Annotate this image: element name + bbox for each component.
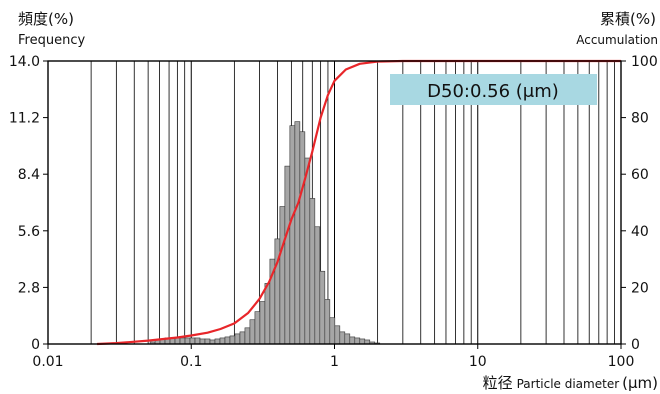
histogram-bar xyxy=(314,226,321,345)
histogram-bar xyxy=(204,338,211,345)
d50-annotation-box xyxy=(390,74,597,105)
x-tick-label: 100 xyxy=(608,354,635,370)
x-axis-title: 粒径 Particle diameter (μm) xyxy=(483,374,658,392)
right-tick-label: 80 xyxy=(631,111,649,127)
histogram-bar xyxy=(224,336,231,345)
histogram-bar xyxy=(294,121,301,345)
histogram-bar xyxy=(319,270,326,345)
right-tick-label: 40 xyxy=(631,224,649,240)
right-axis-title-en: Accumulation xyxy=(576,33,658,47)
left-tick-label: 11.2 xyxy=(9,111,40,127)
histogram-bar xyxy=(219,337,226,345)
right-axis-title-jp: 累積(%) xyxy=(600,10,656,28)
histogram-bar xyxy=(359,338,366,345)
histogram-bar xyxy=(264,283,271,345)
histogram-bar xyxy=(194,337,201,345)
left-tick-label: 5.6 xyxy=(18,224,40,240)
left-tick-label: 0 xyxy=(31,337,40,353)
histogram-bar xyxy=(309,198,316,345)
histogram-bar xyxy=(199,338,206,345)
cumulative-curve xyxy=(97,59,621,346)
x-axis-title-en: Particle diameter xyxy=(517,377,620,391)
histogram-bar xyxy=(344,333,351,345)
x-tick-label: 0.01 xyxy=(32,354,63,370)
histogram-bar xyxy=(334,325,341,345)
histogram-bar xyxy=(354,337,361,345)
x-tick-label: 0.1 xyxy=(180,354,202,370)
histogram-bar xyxy=(239,331,246,345)
histogram-bar xyxy=(254,311,261,345)
cumulative-curve-layer xyxy=(97,59,621,346)
left-axis-ticks: 14.0 11.2 8.4 5.6 2.8 0 xyxy=(9,54,48,353)
histogram-bar xyxy=(184,337,191,345)
histogram-bar xyxy=(324,299,331,345)
right-tick-label: 100 xyxy=(631,54,658,70)
histogram-bar xyxy=(304,157,311,345)
x-axis-unit: (μm) xyxy=(622,374,658,392)
x-axis-title-jp: 粒径 xyxy=(483,374,513,392)
histogram-bar xyxy=(299,131,306,345)
histogram-bar xyxy=(234,333,241,345)
right-axis-ticks: 100 80 60 40 20 0 xyxy=(621,54,658,353)
right-tick-label: 60 xyxy=(631,167,649,183)
histogram-bar xyxy=(329,317,336,345)
right-tick-label: 0 xyxy=(631,337,640,353)
left-tick-label: 2.8 xyxy=(18,280,40,296)
histogram-bar xyxy=(349,336,356,345)
x-tick-label: 10 xyxy=(469,354,487,370)
left-axis-title-en: Frequency xyxy=(18,33,85,48)
left-tick-label: 14.0 xyxy=(9,54,40,70)
histogram-bar xyxy=(279,206,286,345)
histogram-bar xyxy=(229,335,236,345)
histogram-bar xyxy=(179,337,186,345)
histogram-bar xyxy=(214,338,221,345)
histogram-bar xyxy=(244,327,251,345)
x-tick-label: 1 xyxy=(330,354,339,370)
histogram-bar xyxy=(339,331,346,345)
histogram-bar xyxy=(249,319,256,345)
right-tick-label: 20 xyxy=(631,280,649,296)
histogram-bar xyxy=(189,337,196,345)
histogram-bar xyxy=(259,301,266,345)
left-tick-label: 8.4 xyxy=(18,167,40,183)
d50-annotation: D50:0.56 (μm) xyxy=(427,81,559,102)
histogram-bar xyxy=(289,125,296,345)
histogram-bar xyxy=(174,337,181,345)
left-axis-title-jp: 頻度(%) xyxy=(18,10,74,28)
x-axis-ticks: 0.01 0.1 1 10 100 xyxy=(32,344,634,370)
histogram-bar xyxy=(284,165,291,345)
